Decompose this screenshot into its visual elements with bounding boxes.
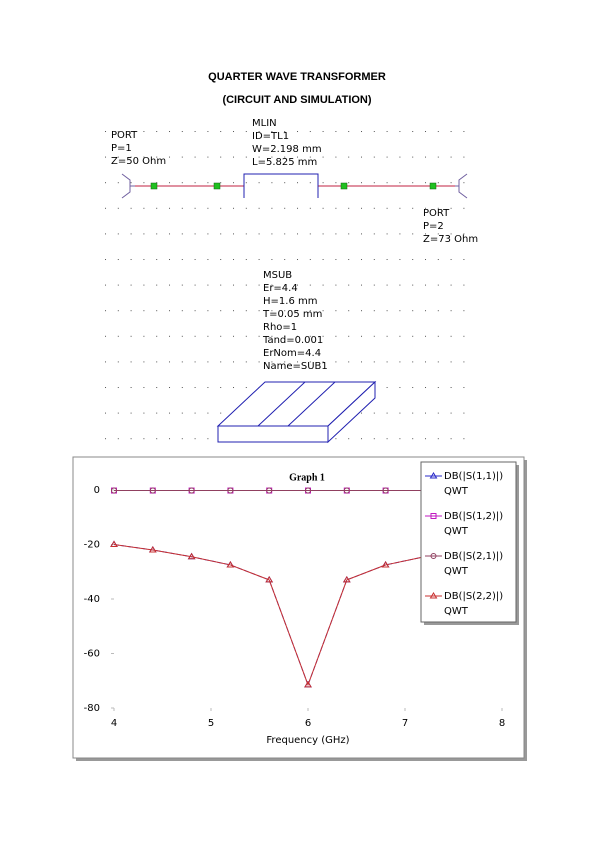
legend: DB(|S(1,1)|) QWT DB(|S(1,2)|) QWT DB(|S(2,1)… — [420, 461, 519, 625]
marker — [111, 487, 117, 494]
marker — [226, 560, 235, 568]
node — [213, 182, 221, 190]
legend-label: DB(|S(2,1)|) — [444, 551, 503, 562]
legend-label: DB(|S(1,2)|) — [444, 511, 503, 522]
marker — [148, 545, 157, 553]
y-tick-label: -20 — [84, 540, 100, 551]
marker — [110, 540, 118, 547]
x-tick-label: 4 — [111, 718, 117, 729]
y-tick-label: -60 — [84, 649, 100, 660]
marker — [188, 487, 195, 494]
x-axis-label: Frequency (GHz) — [266, 735, 349, 746]
x-tick-label: 8 — [499, 718, 505, 729]
component-param: MLIN — [252, 118, 277, 129]
marker — [149, 487, 156, 494]
component-param: P=1 — [111, 143, 132, 154]
x-tick-label: 5 — [208, 718, 214, 729]
legend-label: DB(|S(1,1)|) — [444, 471, 503, 482]
component-param: ErNom=4.4 — [263, 348, 321, 359]
node — [429, 182, 437, 190]
doc-title: QUARTER WAVE TRANSFORMER — [208, 71, 386, 83]
schematic-labels: PORT P=1 Z=50 Ohm MLIN ID=TL1 W=2.198 mm L=5.8… — [111, 118, 478, 372]
component-param: Z=73 Ohm — [423, 234, 478, 245]
chart-title: Graph 1 — [289, 472, 325, 483]
node — [150, 182, 158, 190]
component-param: P=2 — [423, 221, 444, 232]
component-param: W=2.198 mm — [252, 144, 322, 155]
component-param: ID=TL1 — [252, 131, 289, 142]
marker — [381, 560, 390, 568]
y-tick-label: -80 — [84, 703, 100, 714]
x-tick-label: 7 — [402, 718, 408, 729]
x-tick-label: 6 — [305, 718, 311, 729]
mlin-symbol — [243, 173, 319, 198]
marker — [305, 487, 311, 494]
legend-label: DB(|S(2,2)|) — [444, 591, 503, 602]
doc-subtitle: (CIRCUIT AND SIMULATION) — [222, 94, 371, 106]
component-param: MSUB — [263, 270, 292, 281]
component-param: PORT — [423, 208, 450, 219]
component-param: Er=4.4 — [263, 283, 298, 294]
marker — [342, 575, 351, 583]
marker — [187, 552, 196, 560]
marker — [382, 487, 389, 494]
schematic — [100, 128, 475, 446]
chart: Graph 1 Frequency (GHz) 0 -20 -40 -60 -80 4 5 6 7 8… — [84, 461, 519, 746]
y-tick-label: 0 — [94, 485, 100, 496]
marker — [227, 487, 234, 494]
component-param: Rho=1 — [263, 322, 297, 333]
legend-group: QWT — [444, 486, 469, 497]
legend-group: QWT — [444, 606, 469, 617]
marker — [266, 487, 273, 494]
marker — [265, 575, 274, 583]
legend-group: QWT — [444, 526, 469, 537]
marker — [304, 680, 312, 688]
component-param: Name=SUB1 — [263, 361, 328, 372]
legend-marker — [429, 472, 438, 479]
node — [340, 182, 348, 190]
legend-marker — [430, 513, 437, 519]
legend-marker — [430, 553, 437, 559]
marker — [343, 487, 350, 494]
legend-box — [420, 461, 517, 623]
component-param: PORT — [111, 130, 138, 141]
component-param: T=0.05 mm — [262, 309, 322, 320]
component-param: Tand=0.001 — [262, 335, 323, 346]
legend-group: QWT — [444, 566, 469, 577]
y-tick-label: -40 — [84, 594, 100, 605]
component-param: L=5.825 mm — [252, 157, 317, 168]
component-param: Z=50 Ohm — [111, 156, 166, 167]
legend-marker — [429, 592, 438, 599]
component-param: H=1.6 mm — [263, 296, 317, 307]
substrate-symbol — [216, 380, 377, 444]
